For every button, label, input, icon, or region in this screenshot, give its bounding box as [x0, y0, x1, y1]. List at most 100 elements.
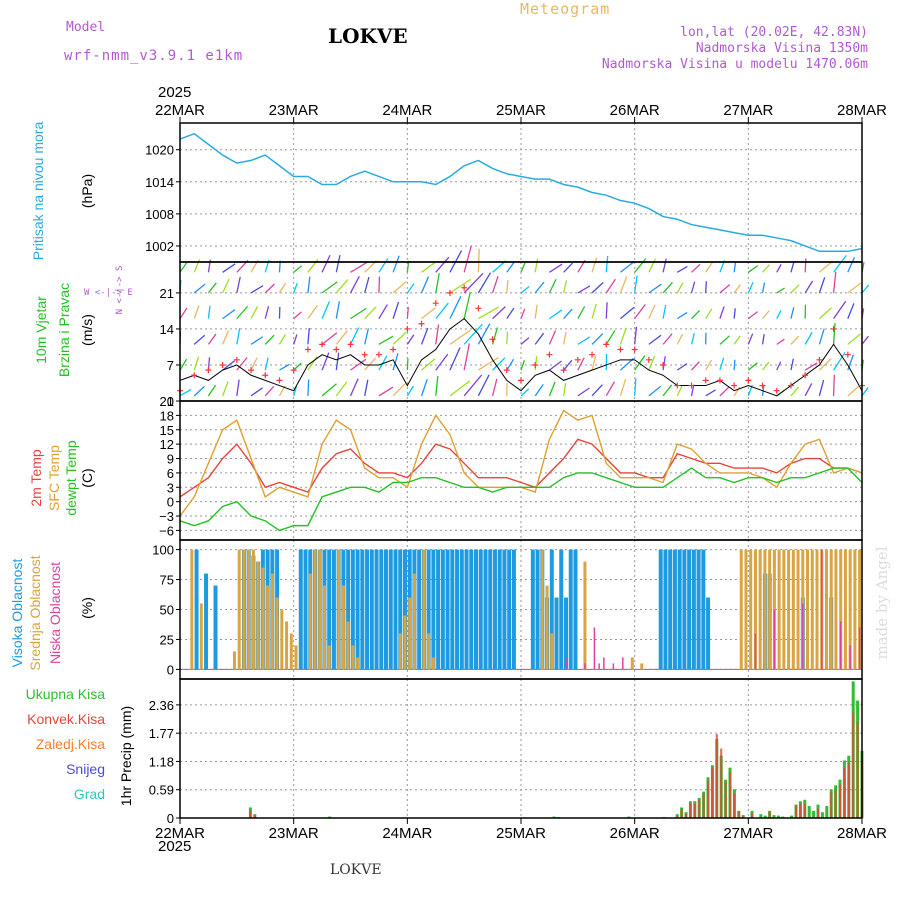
mid-cloud-bar [251, 549, 255, 670]
precip-conv-bar [843, 767, 846, 818]
wind-arrow [378, 355, 388, 371]
precip-ytick-label: 1.18 [149, 754, 174, 769]
wind-arrow [733, 335, 741, 345]
legend-conv-rain: Konvek.Kisa [27, 711, 105, 727]
high-cloud-bar [440, 549, 445, 670]
wind-arrow [733, 308, 736, 319]
high-cloud-bar [393, 549, 398, 670]
temp-ytick-label: 12 [160, 437, 174, 452]
wind-arrow [222, 263, 236, 273]
wind-arrow [662, 333, 673, 345]
wind-arrow [307, 276, 311, 293]
mid-cloud-bar [199, 603, 203, 670]
wind-arrow [236, 276, 241, 294]
wind-arrow [364, 328, 370, 345]
wind-arrow [847, 282, 862, 294]
wind-arrow [491, 378, 498, 397]
wind-arrow [790, 335, 800, 345]
precip-conv-bar [698, 799, 701, 818]
wind-arrow [335, 279, 349, 294]
wind-gust-mark [219, 361, 226, 368]
wind-arrow [293, 265, 303, 273]
wind-arrow [378, 386, 394, 397]
precip-conv-bar [680, 809, 683, 818]
wind-arrow [463, 291, 471, 319]
precip-ytick-label: 0.59 [149, 783, 174, 798]
precip-conv-bar [737, 812, 740, 818]
precip-conv-bar [830, 791, 833, 818]
wind-arrow [406, 358, 409, 371]
high-cloud-bar [417, 549, 422, 670]
wind-arrow [776, 338, 785, 345]
wind-gust-mark [759, 382, 766, 389]
mid-cloud-bar [583, 561, 587, 670]
mid-cloud-bar [640, 663, 644, 670]
wind-arrow [605, 381, 616, 397]
mid-cloud-bar [242, 549, 246, 670]
wind-arrow [634, 326, 638, 345]
high-cloud-bar [431, 549, 436, 670]
wind-arrow [705, 262, 713, 273]
high-cloud-bar [455, 549, 460, 670]
precip-conv-bar [856, 722, 859, 818]
wind-arrow [179, 358, 188, 371]
high-cloud-bar [213, 585, 218, 670]
wind-arrow [832, 374, 835, 396]
mid-cloud-bar [280, 609, 284, 670]
wind-arrow [279, 363, 290, 371]
low-cloud-bar [565, 657, 567, 670]
wind-arrow [577, 357, 585, 371]
wind-arrow [406, 334, 415, 345]
wind-arrow [520, 285, 530, 294]
temp-ytick-label: 18 [160, 408, 174, 423]
wind-arrow [648, 385, 662, 397]
wind-arrow [321, 383, 337, 397]
wind-arrow [478, 357, 499, 371]
precip-total-bar [820, 812, 824, 818]
wind-arrow [847, 333, 861, 345]
temp-ytick-label: 9 [167, 452, 174, 467]
wind-arrow [619, 276, 628, 294]
wind-gust-mark [574, 356, 581, 363]
wind-arrow [350, 262, 367, 273]
wind-arrow [520, 388, 530, 397]
high-cloud-bar [374, 549, 379, 670]
wind-arrow [676, 333, 684, 345]
wind-arrow [861, 387, 869, 397]
high-cloud-bar [355, 549, 360, 670]
mid-cloud-bar [322, 585, 326, 670]
wind-arrow [250, 305, 259, 319]
wind-arrow [833, 254, 847, 273]
wind-arrow [648, 304, 656, 319]
mid-cloud-bar [341, 585, 345, 670]
wind-arrow [236, 305, 249, 320]
temp-ytick-label: 6 [167, 466, 174, 481]
wind-arrow [421, 261, 437, 273]
wind-gust-mark [787, 382, 794, 389]
wind-arrow [364, 306, 377, 320]
wind-arrow [491, 275, 499, 294]
wind-arrow [250, 336, 264, 345]
high-cloud-bar [365, 549, 370, 670]
mid-cloud-bar [232, 651, 236, 670]
mid-cloud-bar [824, 549, 828, 670]
wind-arrow [449, 347, 461, 371]
mid-cloud-bar [422, 549, 426, 670]
mid-cloud-bar [843, 549, 847, 670]
precip-conv-bar [834, 789, 837, 818]
elevation-label: Nadmorska Visina 1350m [695, 41, 868, 56]
low-cloud-bar [622, 657, 624, 670]
wind-arrow [804, 280, 814, 294]
mid-cloud-bar [791, 549, 795, 670]
wind-arrow [222, 381, 229, 397]
wind-arrow [691, 309, 701, 320]
wind-gust-mark [319, 341, 326, 348]
wind-gust-mark [347, 341, 354, 348]
wind-arrow [420, 327, 429, 345]
high-cloud-bar [436, 549, 441, 670]
mid-cloud-bar [403, 615, 407, 670]
year-bottom: 2025 [158, 838, 192, 855]
precip-total-bar [776, 815, 780, 818]
low-cloud-bar [858, 627, 861, 670]
